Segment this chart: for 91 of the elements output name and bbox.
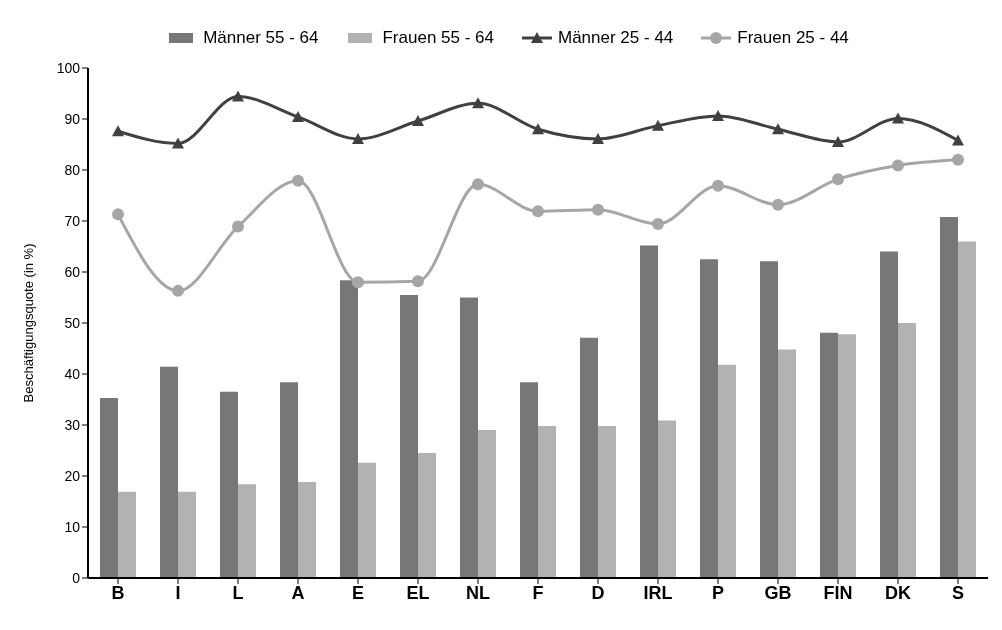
bar	[598, 426, 616, 578]
bar	[700, 259, 718, 578]
bar	[640, 245, 658, 578]
bar	[160, 366, 178, 578]
point	[232, 220, 244, 233]
y-tick-label: 60	[64, 263, 81, 280]
x-tick-label: B	[111, 582, 125, 603]
legend-label: Männer 25 - 44	[557, 28, 674, 48]
x-tick-label: GB	[764, 582, 792, 603]
point	[832, 173, 844, 186]
legend-label: Männer 55 - 64	[202, 28, 319, 48]
point	[112, 125, 124, 137]
bar	[580, 337, 598, 578]
point	[532, 123, 544, 135]
point	[232, 90, 244, 102]
point	[832, 135, 844, 147]
bar	[658, 420, 676, 578]
point	[592, 203, 604, 216]
y-axis-title: Beschäftigungsquote (in %)	[20, 243, 36, 403]
bar	[898, 323, 916, 578]
bar	[358, 462, 376, 578]
x-tick-label: F	[532, 582, 544, 603]
bar	[220, 391, 238, 578]
y-tick-label: 20	[64, 467, 81, 484]
y-tick-label: 90	[64, 110, 81, 127]
bar	[460, 297, 478, 578]
bar	[820, 332, 838, 578]
point	[352, 132, 364, 144]
point	[532, 205, 544, 218]
y-tick-label: 0	[72, 569, 81, 586]
legend-label: Frauen 25 - 44	[736, 28, 849, 48]
point	[112, 208, 124, 221]
bar	[178, 491, 196, 578]
point	[172, 284, 184, 297]
point	[652, 218, 664, 231]
y-tick-label: 80	[64, 161, 81, 178]
point	[352, 276, 364, 289]
bar	[238, 484, 256, 578]
bar	[118, 491, 136, 578]
x-tick-label: IRL	[643, 582, 673, 603]
bar	[778, 349, 796, 578]
bar	[760, 261, 778, 578]
bar	[418, 453, 436, 578]
bar	[280, 382, 298, 578]
point	[412, 275, 424, 288]
point	[712, 179, 724, 192]
point	[652, 119, 664, 131]
y-tick-label: 100	[56, 59, 81, 76]
point	[592, 132, 604, 144]
y-tick-label: 10	[64, 518, 81, 535]
bar	[538, 426, 556, 578]
bar	[718, 364, 736, 578]
point	[952, 134, 964, 146]
bar	[478, 430, 496, 578]
x-tick-label: EL	[406, 582, 430, 603]
y-tick-label: 30	[64, 416, 81, 433]
point	[292, 110, 304, 122]
point	[292, 174, 304, 187]
x-tick-label: NL	[466, 582, 490, 603]
x-tick-label: S	[951, 582, 965, 603]
x-tick-label: FIN	[823, 582, 853, 603]
point	[172, 137, 184, 149]
legend-label: Frauen 55 - 64	[381, 28, 494, 48]
x-tick-label: A	[291, 582, 305, 603]
bar	[940, 216, 958, 578]
point	[952, 153, 964, 166]
point	[772, 198, 784, 211]
bar	[880, 251, 898, 578]
bar	[838, 334, 856, 578]
x-tick-label: D	[591, 582, 605, 603]
bar	[100, 397, 118, 578]
point	[772, 123, 784, 135]
bar	[340, 280, 358, 578]
x-tick-label: P	[711, 582, 725, 603]
bar	[298, 482, 316, 578]
point	[892, 112, 904, 124]
bar	[958, 241, 976, 578]
point	[412, 115, 424, 127]
bar	[520, 382, 538, 578]
x-tick-label: L	[232, 582, 244, 603]
point	[472, 178, 484, 191]
y-tick-label: 70	[64, 212, 81, 229]
bar	[400, 294, 418, 578]
y-tick-label: 50	[64, 314, 81, 331]
x-tick-label: I	[175, 582, 181, 603]
point	[472, 97, 484, 109]
x-tick-label: E	[351, 582, 365, 603]
point	[892, 159, 904, 172]
x-tick-label: DK	[885, 582, 911, 603]
point	[712, 109, 724, 121]
y-tick-label: 40	[64, 365, 81, 382]
